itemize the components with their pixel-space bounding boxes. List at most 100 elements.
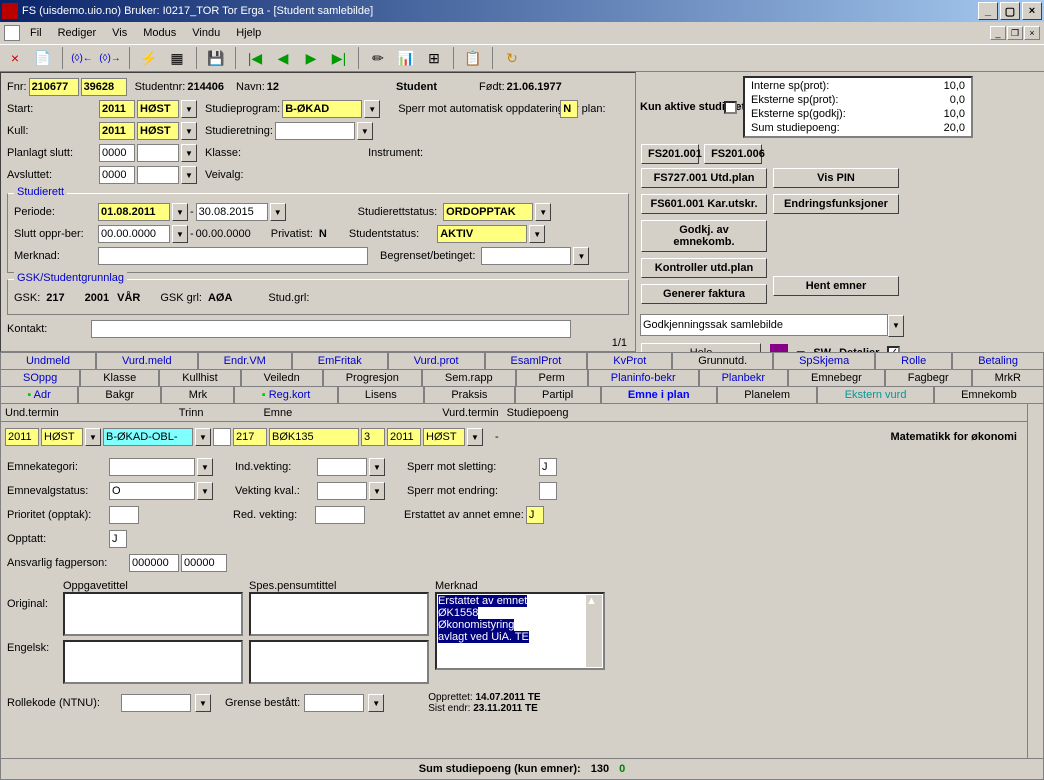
tab-fagbegr[interactable]: Fagbegr: [885, 369, 972, 386]
oppgave-engelsk[interactable]: [63, 640, 243, 684]
fs727-button[interactable]: FS727.001 Utd.plan: [641, 168, 767, 188]
tab-rolle[interactable]: Rolle: [875, 352, 952, 369]
tab-regkort[interactable]: ▪ Reg.kort: [234, 386, 337, 403]
wand-icon[interactable]: ✏: [367, 47, 389, 69]
merknad-input[interactable]: [98, 247, 368, 265]
kull-sem[interactable]: [137, 122, 179, 140]
studierettstatus-dd[interactable]: ▼: [535, 203, 551, 221]
tab-eksternvurd[interactable]: Ekstern vurd: [817, 386, 933, 403]
menu-vis[interactable]: Vis: [106, 25, 133, 41]
start-sem-dd[interactable]: ▼: [181, 100, 197, 118]
rollekode-dd[interactable]: ▼: [195, 694, 211, 712]
tab-mrk[interactable]: Mrk: [161, 386, 234, 403]
begrenset-dd[interactable]: ▼: [573, 247, 589, 265]
periode-from[interactable]: [98, 203, 170, 221]
tab-betaling[interactable]: Betaling: [952, 352, 1044, 369]
godkj-select-dd[interactable]: ▼: [888, 315, 904, 337]
tab-planelem[interactable]: Planelem: [717, 386, 817, 403]
erstattet-input[interactable]: [526, 506, 544, 524]
red-vekting-input[interactable]: [315, 506, 365, 524]
vekting-kval-input[interactable]: [317, 482, 367, 500]
ind-vekting-dd[interactable]: ▼: [369, 458, 385, 476]
tab-veiledn[interactable]: Veiledn: [241, 369, 323, 386]
godkj-select[interactable]: [640, 314, 888, 336]
dr-217[interactable]: [233, 428, 267, 446]
minimize-button[interactable]: _: [978, 2, 998, 20]
planlagt-slutt-input[interactable]: [99, 144, 135, 162]
tab-adr[interactable]: ▪ Adr: [0, 386, 78, 403]
first-icon[interactable]: |◀: [244, 47, 266, 69]
kontakt-input[interactable]: [91, 320, 571, 338]
grid-icon[interactable]: ▦: [166, 47, 188, 69]
kull-year[interactable]: [99, 122, 135, 140]
lightning-icon[interactable]: ⚡: [138, 47, 160, 69]
tab-spskjema[interactable]: SpSkjema: [773, 352, 875, 369]
tab-perm[interactable]: Perm: [516, 369, 588, 386]
grense-dd[interactable]: ▼: [368, 694, 384, 712]
pensum-engelsk[interactable]: [249, 640, 429, 684]
dr-3[interactable]: [361, 428, 385, 446]
grense-input[interactable]: [304, 694, 364, 712]
delete-icon[interactable]: ×: [4, 47, 26, 69]
content-scrollbar[interactable]: [1027, 404, 1043, 758]
tab-lisens[interactable]: Lisens: [338, 386, 424, 403]
pensum-original[interactable]: [249, 592, 429, 636]
merknad-textarea[interactable]: Erstattet av emnet ØK1558 Økonomistyring…: [435, 592, 605, 670]
avsluttet-sem[interactable]: [137, 166, 179, 184]
tab-emnebegr[interactable]: Emnebegr: [788, 369, 885, 386]
start-sem[interactable]: [137, 100, 179, 118]
vekting-kval-dd[interactable]: ▼: [369, 482, 385, 500]
tab-semrapp[interactable]: Sem.rapp: [422, 369, 516, 386]
refresh-icon[interactable]: ↻: [501, 47, 523, 69]
vispin-button[interactable]: Vis PIN: [773, 168, 899, 188]
kull-sem-dd[interactable]: ▼: [181, 122, 197, 140]
tab-mrkr[interactable]: MrkR: [972, 369, 1044, 386]
merknad-scrollbar[interactable]: ▲: [586, 595, 602, 667]
studierettstatus-input[interactable]: [443, 203, 533, 221]
kun-aktive-checkbox[interactable]: [724, 101, 737, 114]
tab-emnekomb[interactable]: Emnekomb: [934, 386, 1044, 403]
ind-vekting-input[interactable]: [317, 458, 367, 476]
prioritet-input[interactable]: [109, 506, 139, 524]
periode-from-dd[interactable]: ▼: [172, 203, 188, 221]
godkj-button[interactable]: Godkj. av emnekomb.: [641, 220, 767, 252]
studieretning-input[interactable]: [275, 122, 355, 140]
fnr1-input[interactable]: [29, 78, 79, 96]
table-icon[interactable]: ⊞: [423, 47, 445, 69]
tab-progresjon[interactable]: Progresjon: [323, 369, 422, 386]
generer-button[interactable]: Generer faktura: [641, 284, 767, 304]
rollekode-input[interactable]: [121, 694, 191, 712]
studentstatus-input[interactable]: [437, 225, 527, 243]
oppgave-original[interactable]: [63, 592, 243, 636]
fnr2-input[interactable]: [81, 78, 127, 96]
dr-sem2-dd[interactable]: ▼: [467, 428, 483, 446]
studieprogram-input[interactable]: [282, 100, 362, 118]
tab-planinfobekr[interactable]: Planinfo-bekr: [588, 369, 699, 386]
tab-praksis[interactable]: Praksis: [424, 386, 515, 403]
dr-code[interactable]: [103, 428, 193, 446]
ansvarlig1-input[interactable]: [129, 554, 179, 572]
tag-open-icon[interactable]: (◊)←: [71, 47, 93, 69]
studieretning-dd[interactable]: ▼: [357, 122, 373, 140]
dr-year2[interactable]: [387, 428, 421, 446]
menu-fil[interactable]: Fil: [24, 25, 48, 41]
periode-to[interactable]: [196, 203, 268, 221]
tab-planbekr[interactable]: Planbekr: [699, 369, 788, 386]
copy-icon[interactable]: 📋: [462, 47, 484, 69]
tab-bakgr[interactable]: Bakgr: [78, 386, 161, 403]
periode-to-dd[interactable]: ▼: [270, 203, 286, 221]
studentstatus-dd[interactable]: ▼: [529, 225, 545, 243]
tab-kullhist[interactable]: Kullhist: [159, 369, 240, 386]
mdi-minimize[interactable]: _: [990, 26, 1006, 40]
menu-modus[interactable]: Modus: [137, 25, 182, 41]
planlagt-slutt-dd[interactable]: ▼: [181, 144, 197, 162]
prev-icon[interactable]: ◀: [272, 47, 294, 69]
ansvarlig2-input[interactable]: [181, 554, 227, 572]
sperr-sletting-input[interactable]: [539, 458, 557, 476]
dr-year1[interactable]: [5, 428, 39, 446]
planlagt-slutt-sem[interactable]: [137, 144, 179, 162]
emnevalgstatus-dd[interactable]: ▼: [197, 482, 213, 500]
opptatt-input[interactable]: [109, 530, 127, 548]
fs601-button[interactable]: FS601.001 Kar.utskr.: [641, 194, 767, 214]
close-button[interactable]: ×: [1022, 2, 1042, 20]
